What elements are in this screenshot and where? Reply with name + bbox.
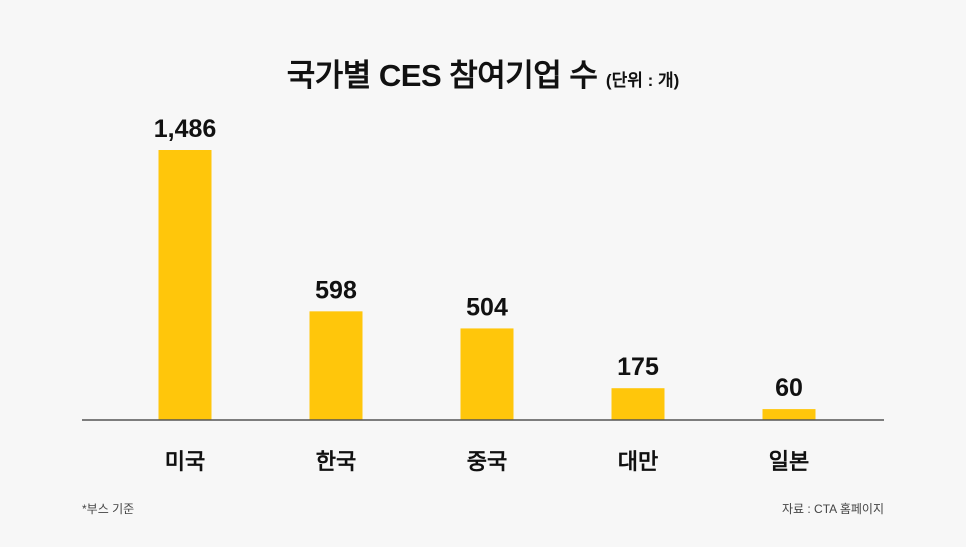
bar-japan [762,409,816,420]
bar-korea [309,311,363,420]
category-label-korea: 한국 [316,449,356,474]
bar-taiwan [611,388,665,420]
source-note: 자료 : CTA 홈페이지 [781,502,884,516]
data-label-usa: 1,486 [154,115,217,143]
category-label-china: 중국 [467,449,507,474]
category-label-taiwan: 대만 [618,449,658,474]
bar-usa [158,150,212,420]
footnote: *부스 기준 [82,502,135,516]
data-label-taiwan: 175 [617,353,659,381]
unit-label: (단위 : 개) [605,71,680,90]
chart-title: 국가별 CES 참여기업 수 [286,58,598,93]
bar-china [460,328,514,420]
category-label-usa: 미국 [165,449,205,474]
data-label-china: 504 [466,293,508,321]
chart-title-block: 국가별 CES 참여기업 수 (단위 : 개) [0,50,966,95]
data-label-korea: 598 [315,276,357,304]
category-label-japan: 일본 [769,449,809,474]
data-label-japan: 60 [775,374,803,402]
